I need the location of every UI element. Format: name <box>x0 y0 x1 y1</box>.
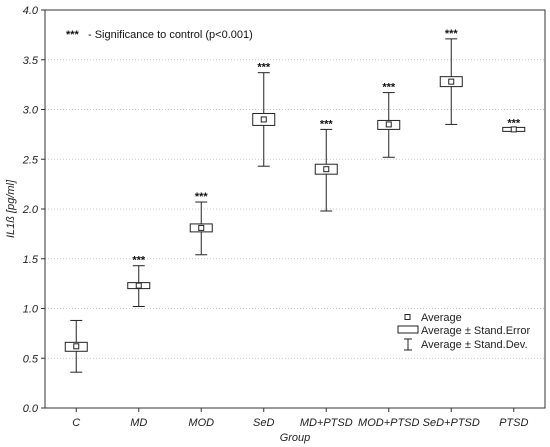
significance-note-text: - Significance to control (p<0.001) <box>88 29 253 41</box>
box-group: *** <box>189 191 213 256</box>
significance-marker: *** <box>132 255 146 267</box>
mean-marker <box>323 166 330 173</box>
box-group: *** <box>439 28 463 125</box>
legend: Average Average ± Stand.Error Average ± … <box>397 312 531 351</box>
box-group: *** <box>252 62 276 167</box>
significance-marker: *** <box>507 117 521 129</box>
significance-marker: *** <box>445 28 459 40</box>
y-tick-label: 0.0 <box>23 403 39 415</box>
mean-marker <box>510 126 517 133</box>
y-tick-label: 2.0 <box>22 204 39 216</box>
x-tick-label: C <box>72 417 80 429</box>
x-tick-label: MOD <box>188 417 214 429</box>
x-tick-label: SeD+PTSD <box>423 417 480 429</box>
y-tick-label: 0.5 <box>23 353 39 365</box>
x-axis-title: Group <box>280 432 311 444</box>
significance-marker: *** <box>257 62 271 74</box>
mean-marker <box>73 343 80 350</box>
mean-marker <box>260 116 267 123</box>
y-tick-label: 1.0 <box>23 304 39 316</box>
box-series: *** *** *** *** *** *** *** <box>64 28 526 373</box>
y-tick-label: 3.0 <box>23 105 39 117</box>
legend-item-standard-deviation: Average ± Stand.Dev. <box>421 339 528 351</box>
box-group: *** <box>314 118 338 212</box>
y-tick-label: 4.0 <box>23 5 39 17</box>
box-group: *** <box>127 255 151 308</box>
x-tick-label: MOD+PTSD <box>358 417 419 429</box>
significance-marker: *** <box>195 191 209 203</box>
gridlines <box>45 59 545 359</box>
legend-sd-whisker-marker <box>404 338 412 351</box>
mean-marker <box>385 121 392 128</box>
y-axis: 0.0 0.5 1.0 1.5 2.0 2.5 3.0 3.5 4.0 <box>22 5 45 415</box>
x-tick-label: PTSD <box>499 417 528 429</box>
x-tick-label: SeD <box>253 417 274 429</box>
box-group <box>64 319 88 373</box>
mean-marker <box>135 282 142 289</box>
x-tick-label: MD+PTSD <box>300 417 353 429</box>
legend-item-standard-error: Average ± Stand.Error <box>421 325 531 337</box>
box-group: *** <box>502 117 526 133</box>
mean-marker <box>198 224 205 231</box>
y-tick-label: 2.5 <box>22 154 39 166</box>
x-tick-label: MD <box>130 417 147 429</box>
box-group: *** <box>377 82 401 158</box>
y-tick-label: 1.5 <box>23 254 39 266</box>
significance-marker: *** <box>382 82 396 94</box>
legend-se-marker <box>397 325 419 334</box>
significance-note: *** - Significance to control (p<0.001) <box>66 29 253 41</box>
significance-note-symbol: *** <box>66 29 80 41</box>
y-axis-title: IL1ß [pg/ml] <box>5 179 17 238</box>
x-axis: C MD MOD SeD MD+PTSD MOD+PTSD SeD+PTSD PTSD <box>72 408 528 429</box>
mean-marker <box>448 78 455 85</box>
significance-marker: *** <box>320 118 334 130</box>
y-tick-label: 3.5 <box>23 55 39 67</box>
legend-item-average: Average <box>421 312 462 324</box>
legend-mean-marker <box>404 314 411 320</box>
